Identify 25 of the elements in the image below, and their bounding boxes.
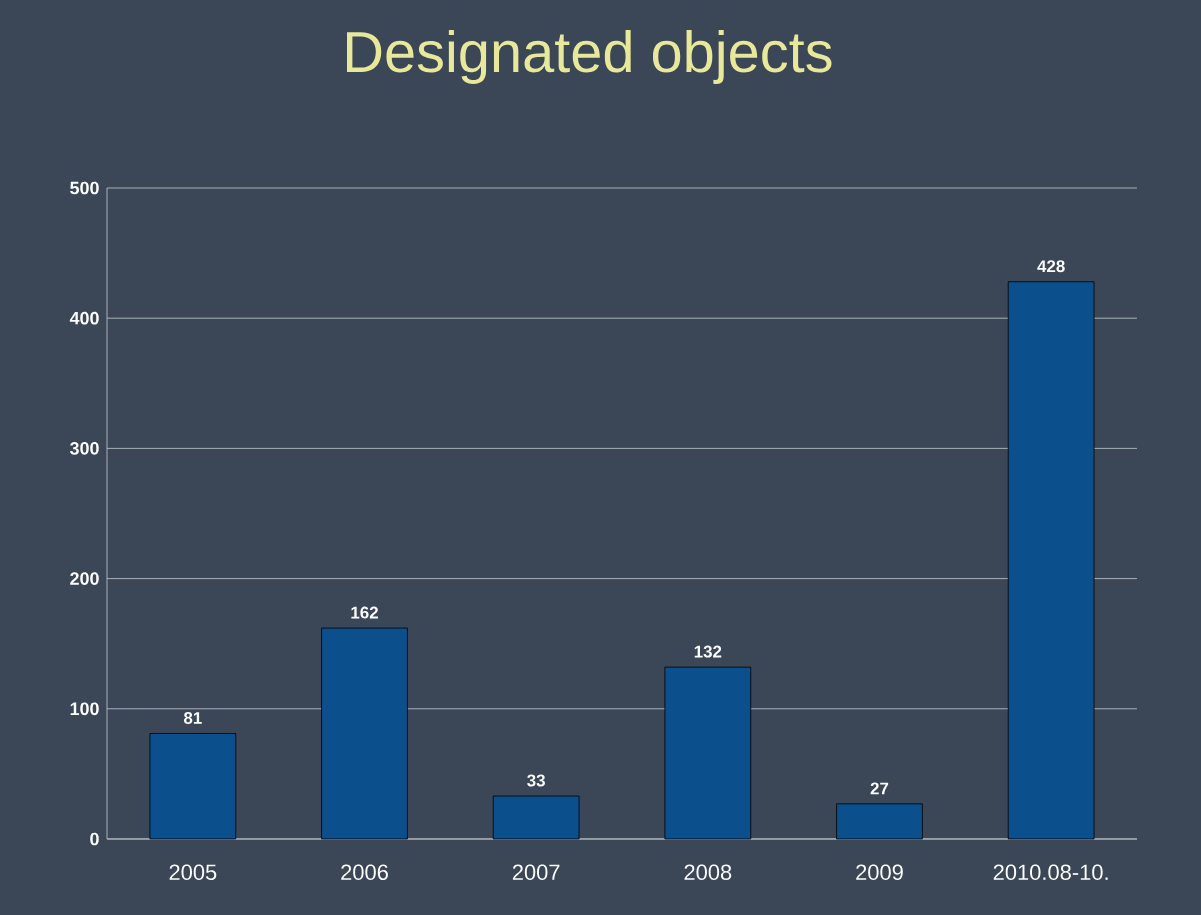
x-tick-label: 2005 — [169, 864, 217, 881]
x-tick-label: 2007 — [512, 864, 560, 881]
chart-title: Designated objects — [347, 30, 832, 84]
bar — [664, 666, 752, 840]
x-tick-label: 2010.08-10. — [993, 864, 1108, 881]
data-label: 27 — [870, 782, 889, 795]
data-label: 81 — [183, 712, 202, 725]
data-label: 33 — [527, 774, 545, 787]
x-tick-label: 2008 — [684, 864, 732, 881]
data-label: 132 — [694, 645, 722, 658]
y-tick-label: 400 — [69, 311, 99, 325]
y-tick-label: 0 — [90, 832, 99, 846]
y-tick-label: 500 — [70, 181, 99, 195]
bar — [321, 627, 408, 840]
x-tick-label: 2006 — [341, 864, 388, 881]
y-tick-label: 200 — [70, 572, 99, 585]
x-tick-label: 2009 — [856, 864, 903, 881]
data-label: 162 — [351, 606, 378, 619]
bar — [1007, 281, 1095, 840]
bar — [492, 795, 580, 840]
bar — [836, 803, 923, 840]
y-tick-label: 100 — [70, 702, 99, 716]
bar — [149, 733, 237, 840]
y-tick-label: 300 — [69, 442, 99, 455]
data-label: 428 — [1037, 260, 1065, 273]
